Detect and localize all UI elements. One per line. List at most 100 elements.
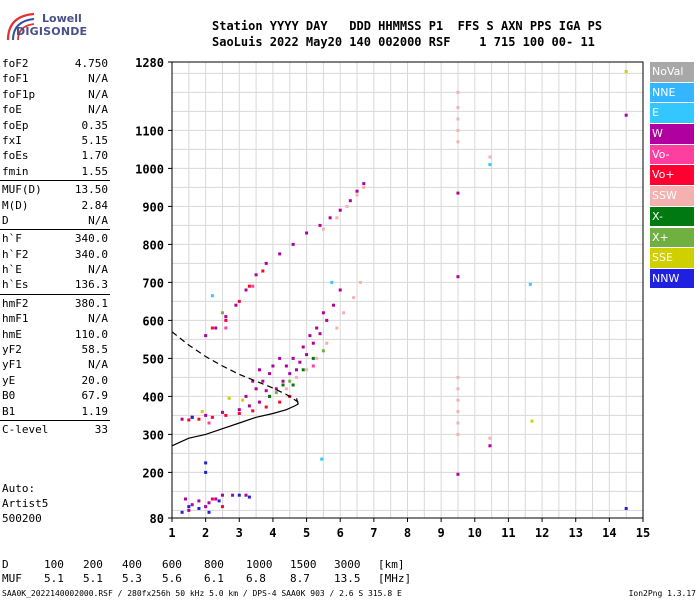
echo-point-x [268, 394, 272, 398]
echo-point-w [274, 387, 278, 391]
echo-point-w [315, 326, 319, 330]
echo-point-w [237, 408, 241, 412]
echo-point-ssw [315, 356, 319, 360]
param-name: hmF2 [2, 296, 29, 310]
param-name: h`F [2, 232, 22, 246]
param-value: 4.750 [74, 57, 108, 70]
echo-point-e [488, 163, 492, 167]
legend-item: Vo- [650, 144, 694, 165]
param-row: B0 67.9 [0, 388, 110, 403]
y-tick-label: 80 [150, 512, 164, 526]
echo-point-e [528, 282, 532, 286]
echo-point-ssw [456, 106, 460, 110]
param-name: yF1 [2, 358, 22, 372]
polarization-legend: NoVal NNE E W Vo- Vo+ SSW X- X+ SSE NNW [650, 62, 694, 290]
row-value: 1000 [246, 558, 273, 571]
y-tick-label: 1280 [135, 56, 164, 70]
x-tick-label: 12 [535, 526, 549, 540]
echo-point-w [624, 113, 628, 117]
row-value: 100 [44, 558, 64, 571]
echo-point-w [291, 356, 295, 360]
param-name: M(D) [2, 198, 29, 212]
param-value: 0.35 [81, 118, 109, 132]
x-tick-label: 6 [337, 526, 344, 540]
param-row: fxI 5.15 [0, 133, 110, 148]
row-value: 800 [204, 558, 224, 571]
row-value: 5.6 [162, 572, 182, 585]
x-tick-label: 14 [602, 526, 616, 540]
echo-point-w [348, 199, 352, 203]
param-value: N/A [88, 263, 108, 277]
legend-item: NNE [650, 82, 694, 103]
x-tick-label: 8 [404, 526, 411, 540]
echo-point-ssw [456, 375, 460, 379]
echo-point-w [488, 444, 492, 448]
param-separator [0, 419, 110, 421]
param-row: hmE 110.0 [0, 327, 110, 342]
echo-point-w [257, 400, 261, 404]
param-value: 110.0 [74, 327, 108, 341]
echo-point-ssw [321, 227, 325, 231]
artist-code: 500200 [2, 512, 42, 525]
param-name: foEs [2, 149, 29, 163]
artist-version: Artist5 [2, 497, 49, 510]
echo-point-sse [624, 70, 628, 73]
param-value: 2.84 [81, 198, 109, 212]
row-value: 8.7 [290, 572, 310, 585]
row-label: MUF [2, 572, 22, 585]
echo-point-w [362, 182, 366, 186]
echo-point-ssw [456, 421, 460, 425]
echo-point-w [278, 356, 282, 360]
echo-point-sse [200, 410, 204, 414]
echo-point-w [204, 413, 208, 417]
param-value: 5.15 [81, 133, 109, 147]
echo-point-w [305, 231, 309, 235]
echo-point-x [311, 356, 315, 360]
echo-point-sse [227, 396, 231, 400]
param-name: D [2, 213, 9, 227]
echo-point-w [183, 497, 187, 501]
legend-item: Vo+ [650, 165, 694, 185]
param-name: h`F2 [2, 247, 29, 261]
x-tick-label: 5 [303, 526, 310, 540]
echo-point-nnw [624, 507, 628, 510]
echo-point-nnw [217, 499, 221, 503]
param-name: fmin [2, 164, 29, 178]
echo-point-x [281, 383, 285, 387]
echo-point-w [234, 303, 238, 307]
echo-point-x [321, 349, 325, 353]
echo-point-w [321, 311, 325, 315]
echo-point-ssw [342, 311, 346, 315]
param-row: foEp 0.35 [0, 118, 110, 133]
param-name: MUF(D) [2, 183, 42, 197]
param-row: fmin 1.55 [0, 164, 110, 179]
echo-point-ssw [488, 155, 492, 159]
echo-point-x [288, 379, 292, 383]
param-name: foF1p [2, 87, 36, 101]
row-value: 3000 [334, 558, 361, 571]
logo-text-digisonde: DIGISONDE [16, 25, 88, 38]
echo-point-ssw [284, 387, 288, 391]
row-label: D [2, 558, 9, 571]
param-name: h`Es [2, 278, 29, 292]
param-value: 20.0 [81, 373, 109, 387]
param-row: foF1 N/A [0, 71, 110, 86]
param-name: B1 [2, 404, 16, 418]
echo-point-w [204, 505, 208, 509]
echo-point-ssw [355, 193, 359, 197]
echo-point-vo [210, 497, 214, 501]
param-separator [0, 180, 110, 182]
echo-point-vo [224, 318, 228, 322]
echo-point-w [220, 410, 224, 414]
row-value: 6.1 [204, 572, 224, 585]
echo-point-nnw [180, 510, 184, 514]
echo-point-w [338, 208, 342, 212]
echo-point-w [180, 417, 184, 421]
echo-point-sse [530, 419, 534, 423]
x-tick-label: 2 [202, 526, 209, 540]
echo-point-vo [224, 413, 228, 417]
echo-point-vo [197, 417, 201, 421]
param-row: D N/A [0, 213, 110, 228]
row-value: 13.5 [334, 572, 361, 585]
echo-point-w [328, 216, 332, 220]
